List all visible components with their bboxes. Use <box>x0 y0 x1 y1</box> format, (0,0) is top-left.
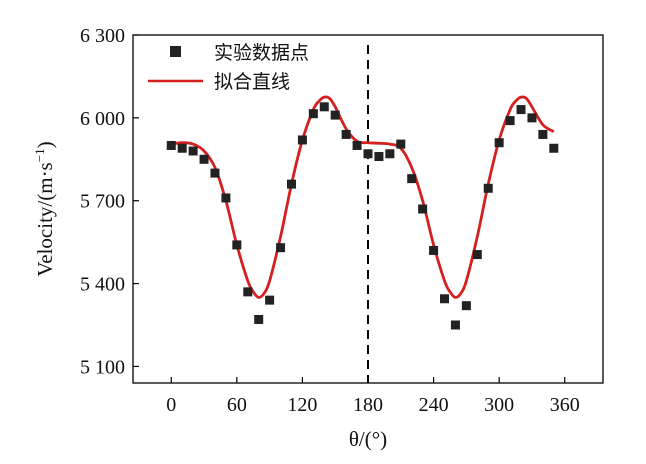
data-point <box>254 314 264 324</box>
data-point <box>538 129 548 139</box>
data-point <box>450 320 460 330</box>
y-tick-label: 5 100 <box>80 356 125 378</box>
x-tick-label: 240 <box>419 394 449 416</box>
legend: 实验数据点 拟合直线 <box>148 42 309 93</box>
data-point <box>188 146 198 156</box>
x-tick-label: 120 <box>287 394 317 416</box>
tick-layer: 0 60 120 180 240 300 360 5 100 5 400 5 700 6 000 6 … <box>80 25 580 416</box>
legend-line-label: 拟合直线 <box>214 71 290 93</box>
x-tick-label: 360 <box>550 394 580 416</box>
y-axis-label-exponent: −1 <box>32 148 47 162</box>
data-point <box>407 174 417 184</box>
data-point <box>505 116 515 126</box>
data-point <box>483 183 493 193</box>
data-point <box>472 250 482 260</box>
data-point <box>166 140 176 150</box>
data-point-layer <box>166 102 559 330</box>
y-axis-label-main: Velocity/(m·s <box>33 162 57 276</box>
data-point <box>276 243 286 253</box>
y-tick-label: 5 400 <box>80 274 125 296</box>
data-point <box>516 105 526 115</box>
data-point <box>308 109 318 119</box>
data-point <box>549 143 559 153</box>
x-tick-label: 0 <box>166 394 176 416</box>
data-point <box>527 113 537 123</box>
data-point <box>210 168 220 178</box>
data-point <box>297 135 307 145</box>
data-point <box>352 140 362 150</box>
data-point <box>429 245 439 255</box>
data-point <box>440 294 450 304</box>
y-tick-label: 6 000 <box>80 108 125 130</box>
data-point <box>494 138 504 148</box>
data-point <box>243 287 253 297</box>
data-point <box>330 110 340 120</box>
x-axis-label: θ/(°) <box>349 427 387 451</box>
x-tick-label: 180 <box>353 394 383 416</box>
data-point <box>232 240 242 250</box>
legend-points-label: 实验数据点 <box>214 42 309 64</box>
data-point <box>396 139 406 149</box>
data-point <box>418 204 428 214</box>
data-point <box>374 152 384 162</box>
data-point <box>265 295 275 305</box>
data-point <box>286 179 296 189</box>
y-tick-label: 6 300 <box>80 25 125 47</box>
y-tick-label: 5 700 <box>80 191 125 213</box>
data-point <box>319 102 329 112</box>
data-point <box>385 149 395 159</box>
y-axis-label: Velocity/(m·s−1) <box>32 141 57 276</box>
data-point <box>461 301 471 311</box>
x-tick-label: 60 <box>227 394 247 416</box>
data-point <box>341 129 351 139</box>
data-point <box>199 154 209 164</box>
x-tick-label: 300 <box>484 394 514 416</box>
data-point <box>177 143 187 153</box>
y-axis-label-close: ) <box>33 141 57 148</box>
data-point <box>221 193 231 203</box>
data-point <box>363 149 373 159</box>
legend-point-marker <box>170 46 181 57</box>
